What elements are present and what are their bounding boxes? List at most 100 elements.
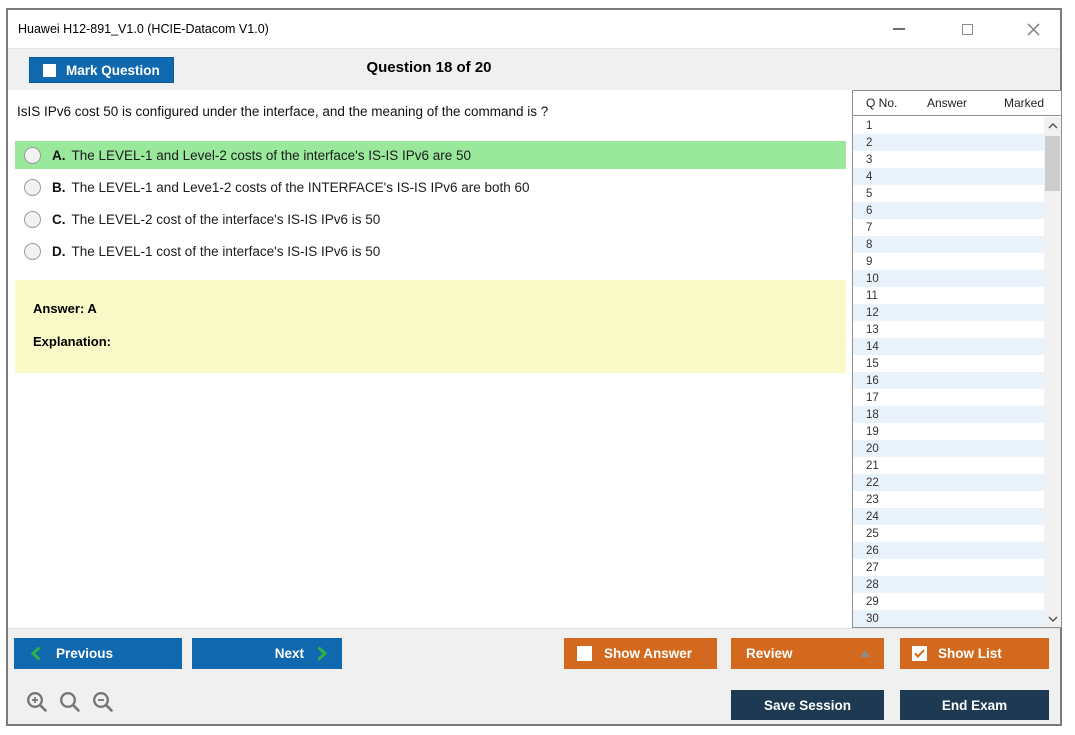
show-answer-checkbox[interactable] bbox=[577, 646, 592, 661]
minimize-icon bbox=[893, 28, 905, 30]
chevron-left-icon bbox=[31, 646, 41, 661]
question-list-row[interactable]: 8 bbox=[853, 236, 1044, 253]
qrow-number: 13 bbox=[866, 323, 879, 336]
mark-question-checkbox[interactable] bbox=[43, 63, 56, 77]
option-a-text: The LEVEL-1 and Level-2 costs of the int… bbox=[71, 147, 472, 163]
scroll-down-icon bbox=[1048, 616, 1057, 622]
chevron-right-icon bbox=[317, 646, 327, 661]
scroll-down-button[interactable] bbox=[1044, 610, 1061, 627]
qrow-number: 28 bbox=[866, 578, 879, 591]
qrow-number: 8 bbox=[866, 238, 873, 251]
question-list-row[interactable]: 29 bbox=[853, 593, 1044, 610]
zoom-reset-button[interactable] bbox=[57, 689, 83, 715]
close-icon bbox=[1026, 22, 1040, 36]
question-list-scrollbar[interactable] bbox=[1044, 117, 1061, 627]
qrow-number: 11 bbox=[866, 289, 878, 302]
qrow-number: 15 bbox=[866, 357, 879, 370]
zoom-out-button[interactable] bbox=[90, 689, 116, 715]
question-list-row[interactable]: 16 bbox=[853, 372, 1044, 389]
option-d-text: The LEVEL-1 cost of the interface's IS-I… bbox=[71, 243, 381, 259]
qrow-number: 19 bbox=[866, 425, 879, 438]
option-c[interactable]: C. The LEVEL-2 cost of the interface's I… bbox=[15, 205, 846, 233]
review-button[interactable]: Review bbox=[731, 638, 884, 669]
question-list-row[interactable]: 27 bbox=[853, 559, 1044, 576]
answer-explanation-box: Answer: A Explanation: bbox=[15, 280, 846, 373]
question-list-row[interactable]: 11 bbox=[853, 287, 1044, 304]
check-icon bbox=[914, 649, 925, 658]
question-list-row[interactable]: 22 bbox=[853, 474, 1044, 491]
question-list-row[interactable]: 10 bbox=[853, 270, 1044, 287]
question-list-row[interactable]: 9 bbox=[853, 253, 1044, 270]
previous-label: Previous bbox=[56, 646, 114, 661]
show-answer-button[interactable]: Show Answer bbox=[564, 638, 717, 669]
qrow-number: 24 bbox=[866, 510, 879, 523]
column-marked: Marked bbox=[1004, 96, 1045, 110]
header-strip: Mark Question Question 18 of 20 bbox=[8, 48, 1060, 90]
question-list-row[interactable]: 15 bbox=[853, 355, 1044, 372]
save-session-button[interactable]: Save Session bbox=[731, 690, 884, 720]
question-list-row[interactable]: 17 bbox=[853, 389, 1044, 406]
scrollbar-thumb[interactable] bbox=[1045, 136, 1060, 191]
mark-question-button[interactable]: Mark Question bbox=[29, 57, 174, 83]
question-list-row[interactable]: 2 bbox=[853, 134, 1044, 151]
scroll-up-button[interactable] bbox=[1044, 117, 1061, 134]
option-b-letter: B. bbox=[52, 179, 66, 195]
option-a-radio[interactable] bbox=[24, 146, 41, 164]
option-d[interactable]: D. The LEVEL-1 cost of the interface's I… bbox=[15, 237, 846, 265]
qrow-number: 30 bbox=[866, 612, 879, 625]
question-list-header: Q No. Answer Marked bbox=[853, 91, 1061, 116]
question-list-row[interactable]: 25 bbox=[853, 525, 1044, 542]
minimize-button[interactable] bbox=[884, 15, 914, 43]
question-list-row[interactable]: 3 bbox=[853, 151, 1044, 168]
qrow-number: 3 bbox=[866, 153, 873, 166]
close-button[interactable] bbox=[1018, 15, 1048, 43]
maximize-button[interactable] bbox=[952, 15, 982, 43]
question-list-row[interactable]: 21 bbox=[853, 457, 1044, 474]
question-list-row[interactable]: 14 bbox=[853, 338, 1044, 355]
qrow-number: 2 bbox=[866, 136, 873, 149]
question-list-row[interactable]: 19 bbox=[853, 423, 1044, 440]
option-a[interactable]: A. The LEVEL-1 and Level-2 costs of the … bbox=[15, 141, 846, 169]
question-list-row[interactable]: 12 bbox=[853, 304, 1044, 321]
option-b-radio[interactable] bbox=[24, 178, 41, 196]
end-exam-button[interactable]: End Exam bbox=[900, 690, 1049, 720]
explanation-line: Explanation: bbox=[33, 334, 112, 349]
maximize-icon bbox=[961, 23, 973, 35]
question-list-row[interactable]: 30 bbox=[853, 610, 1044, 627]
zoom-in-button[interactable] bbox=[24, 689, 50, 715]
question-list-row[interactable]: 20 bbox=[853, 440, 1044, 457]
question-list-row[interactable]: 23 bbox=[853, 491, 1044, 508]
qrow-number: 12 bbox=[866, 306, 879, 319]
mark-question-label: Mark Question bbox=[66, 62, 160, 78]
option-d-radio[interactable] bbox=[24, 242, 41, 260]
question-list-row[interactable]: 18 bbox=[853, 406, 1044, 423]
question-list-row[interactable]: 28 bbox=[853, 576, 1044, 593]
option-c-letter: C. bbox=[52, 211, 66, 227]
zoom-icon bbox=[60, 692, 80, 712]
option-b[interactable]: B. The LEVEL-1 and Leve1-2 costs of the … bbox=[15, 173, 846, 201]
qrow-number: 27 bbox=[866, 561, 879, 574]
qrow-number: 4 bbox=[866, 170, 873, 183]
show-list-button[interactable]: Show List bbox=[900, 638, 1049, 669]
question-list-row[interactable]: 26 bbox=[853, 542, 1044, 559]
qrow-number: 22 bbox=[866, 476, 879, 489]
option-c-text: The LEVEL-2 cost of the interface's IS-I… bbox=[71, 211, 381, 227]
question-list-row[interactable]: 7 bbox=[853, 219, 1044, 236]
qrow-number: 1 bbox=[866, 119, 873, 132]
show-list-checkbox[interactable] bbox=[912, 646, 927, 661]
exam-window: Huawei H12-891_V1.0 (HCIE-Datacom V1.0) … bbox=[6, 8, 1062, 726]
question-list-row[interactable]: 24 bbox=[853, 508, 1044, 525]
option-b-text: The LEVEL-1 and Leve1-2 costs of the INT… bbox=[71, 179, 530, 195]
previous-button[interactable]: Previous bbox=[14, 638, 182, 669]
qrow-number: 14 bbox=[866, 340, 879, 353]
question-list-row[interactable]: 1 bbox=[853, 117, 1044, 134]
next-button[interactable]: Next bbox=[192, 638, 342, 669]
question-list-row[interactable]: 5 bbox=[853, 185, 1044, 202]
option-c-radio[interactable] bbox=[24, 210, 41, 228]
qrow-number: 21 bbox=[866, 459, 879, 472]
question-list-row[interactable]: 13 bbox=[853, 321, 1044, 338]
question-list-row[interactable]: 4 bbox=[853, 168, 1044, 185]
question-list-row[interactable]: 6 bbox=[853, 202, 1044, 219]
save-session-label: Save Session bbox=[763, 697, 852, 713]
question-list-rows: 1 2 3 4 5 6 7 8 9 10 11 bbox=[853, 117, 1044, 627]
